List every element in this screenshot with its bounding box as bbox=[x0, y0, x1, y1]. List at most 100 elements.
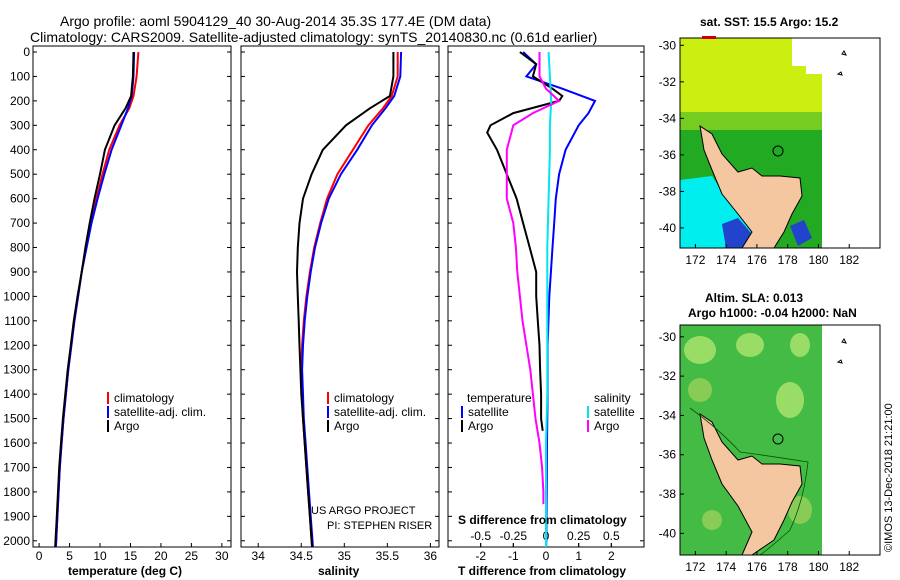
map-x-tick-label: 176 bbox=[747, 253, 767, 267]
map-x-tick-label: 178 bbox=[778, 253, 798, 267]
x-tick-label: 10 bbox=[93, 549, 107, 563]
depth-tick-label: 700 bbox=[10, 216, 30, 230]
series-line-climatology bbox=[54, 51, 140, 547]
map-x-tick-label: 180 bbox=[808, 560, 828, 574]
depth-tick-label: 1500 bbox=[3, 412, 30, 426]
depth-tick-label: 1200 bbox=[3, 338, 30, 352]
map-y-tick-label: -34 bbox=[659, 408, 677, 422]
sla-anomaly-blob bbox=[788, 496, 812, 524]
sst-cold-water-patch bbox=[722, 218, 752, 248]
depth-tick-label: 1800 bbox=[3, 485, 30, 499]
sla-map-nodata bbox=[822, 325, 880, 555]
series-line-s-argo bbox=[505, 52, 561, 505]
sst-map-frame bbox=[679, 37, 881, 249]
x-tick-label: 0.5 bbox=[603, 529, 620, 543]
island-outline bbox=[836, 338, 847, 364]
legend-label-climatology: climatology bbox=[114, 391, 174, 405]
depth-tick-label: 900 bbox=[10, 265, 30, 279]
depth-tick-label: 1300 bbox=[3, 363, 30, 377]
map-y-tick-label: -40 bbox=[659, 221, 677, 235]
x-tick-label: 0 bbox=[36, 549, 43, 563]
x-tick-label: 34.5 bbox=[290, 549, 314, 563]
x-tick-label: 5 bbox=[66, 549, 73, 563]
sla-map-y-axis: -30 -32 -34 -36 -38 -40 bbox=[659, 330, 684, 540]
depth-tick-label: 1100 bbox=[4, 314, 30, 328]
x-tick-label: 25 bbox=[185, 549, 199, 563]
legend-label-satellite: satellite-adj. clim. bbox=[334, 405, 426, 419]
legend-label-argo: Argo bbox=[334, 419, 360, 433]
new-zealand-landmass bbox=[699, 124, 803, 249]
x-tick-label: -2 bbox=[475, 549, 486, 563]
pi-credit: PI: STEPHEN RISER bbox=[327, 520, 432, 532]
sla-anomaly-blob bbox=[684, 336, 716, 364]
argo-float-marker bbox=[772, 145, 784, 157]
sla-anomaly-blob bbox=[776, 382, 804, 418]
depth-tick-label: 500 bbox=[10, 167, 30, 181]
x-tick-label: 35 bbox=[338, 549, 352, 563]
sla-map-title-line2: Argo h1000: -0.04 h2000: NaN bbox=[688, 306, 857, 320]
temperature-x-axis: 0 5 10 15 20 25 30 bbox=[36, 543, 229, 563]
map-y-tick-label: -32 bbox=[659, 369, 677, 383]
x-tick-label: -0.5 bbox=[470, 529, 491, 543]
depth-tick-label: 400 bbox=[10, 143, 30, 157]
depth-tick-label: 200 bbox=[10, 94, 30, 108]
legend-label-t-argo: Argo bbox=[468, 419, 494, 433]
x-tick-label: 0.25 bbox=[567, 529, 591, 543]
x-tick-label: 34 bbox=[252, 549, 266, 563]
sst-map-title: sat. SST: 15.5 Argo: 15.2 bbox=[700, 15, 839, 29]
map-y-tick-label: -30 bbox=[659, 38, 677, 52]
argo-float-marker bbox=[772, 433, 784, 445]
depth-tick-label: 800 bbox=[10, 241, 30, 255]
legend-label-satellite: satellite-adj. clim. bbox=[114, 405, 206, 419]
salinity-xlabel: salinity bbox=[318, 564, 360, 578]
depth-axis: 0 100 200 300 400 500 600 700 800 900 1000 1100 1200… bbox=[3, 45, 644, 548]
sla-anomaly-blob bbox=[790, 333, 810, 357]
x-tick-label: 30 bbox=[215, 549, 229, 563]
sla-map: 172 174 176 178 180 182 -30 -32 -34 -36 -38 -40 bbox=[659, 324, 881, 574]
depth-tick-label: 1700 bbox=[3, 460, 30, 474]
sla-map-title-line1: Altim. SLA: 0.013 bbox=[705, 291, 803, 305]
map-x-tick-label: 176 bbox=[747, 560, 767, 574]
series-line-climatology bbox=[300, 52, 399, 547]
coastal-contour bbox=[689, 407, 809, 556]
x-tick-label: 15 bbox=[124, 549, 138, 563]
map-x-tick-label: 182 bbox=[839, 253, 859, 267]
sla-map-x-axis: 172 174 176 178 180 182 bbox=[685, 551, 860, 574]
s-difference-xlabel: S difference from climatology bbox=[458, 513, 627, 527]
sla-anomaly-blob bbox=[688, 378, 712, 402]
map-x-tick-label: 174 bbox=[716, 253, 736, 267]
x-tick-label: 36 bbox=[424, 549, 438, 563]
salinity-x-axis: 34 34.5 35 35.5 36 bbox=[252, 543, 438, 563]
map-y-tick-label: -36 bbox=[659, 448, 677, 462]
map-y-tick-label: -34 bbox=[659, 111, 677, 125]
sla-anomaly-blob bbox=[736, 333, 764, 357]
sst-colorbar-marker bbox=[702, 36, 716, 39]
map-x-tick-label: 172 bbox=[685, 253, 705, 267]
legend-header-salinity: salinity bbox=[594, 391, 631, 405]
salinity-lines bbox=[295, 51, 403, 547]
series-line-satellite-adj-clim- bbox=[54, 51, 136, 547]
depth-tick-label: 0 bbox=[23, 45, 30, 59]
map-x-tick-label: 180 bbox=[808, 253, 828, 267]
depth-tick-label: 300 bbox=[10, 118, 30, 132]
map-x-tick-label: 178 bbox=[778, 560, 798, 574]
x-tick-label: -0.25 bbox=[500, 529, 528, 543]
island-outline bbox=[836, 50, 847, 76]
legend-label-argo: Argo bbox=[114, 419, 140, 433]
temperature-panel-frame bbox=[32, 45, 232, 548]
sst-map-y-axis: -30 -32 -34 -36 -38 -40 bbox=[659, 38, 684, 235]
series-line-satellite-adj-clim- bbox=[301, 51, 403, 547]
sst-map-x-axis: 172 174 176 178 180 182 bbox=[685, 244, 860, 267]
x-tick-label: 0 bbox=[543, 549, 550, 563]
sst-cold-water-patch bbox=[790, 220, 812, 246]
legend-header-temperature: temperature bbox=[467, 391, 532, 405]
depth-tick-label: 100 bbox=[10, 69, 30, 83]
sst-cloud-gap bbox=[806, 64, 822, 74]
sla-anomaly-blob bbox=[702, 510, 722, 530]
sst-transition-band bbox=[680, 112, 822, 130]
map-x-tick-label: 182 bbox=[839, 560, 859, 574]
series-line-argo bbox=[295, 52, 395, 547]
figure-title-line2: Climatology: CARS2009. Satellite-adjuste… bbox=[30, 29, 597, 45]
map-y-tick-label: -30 bbox=[659, 330, 677, 344]
